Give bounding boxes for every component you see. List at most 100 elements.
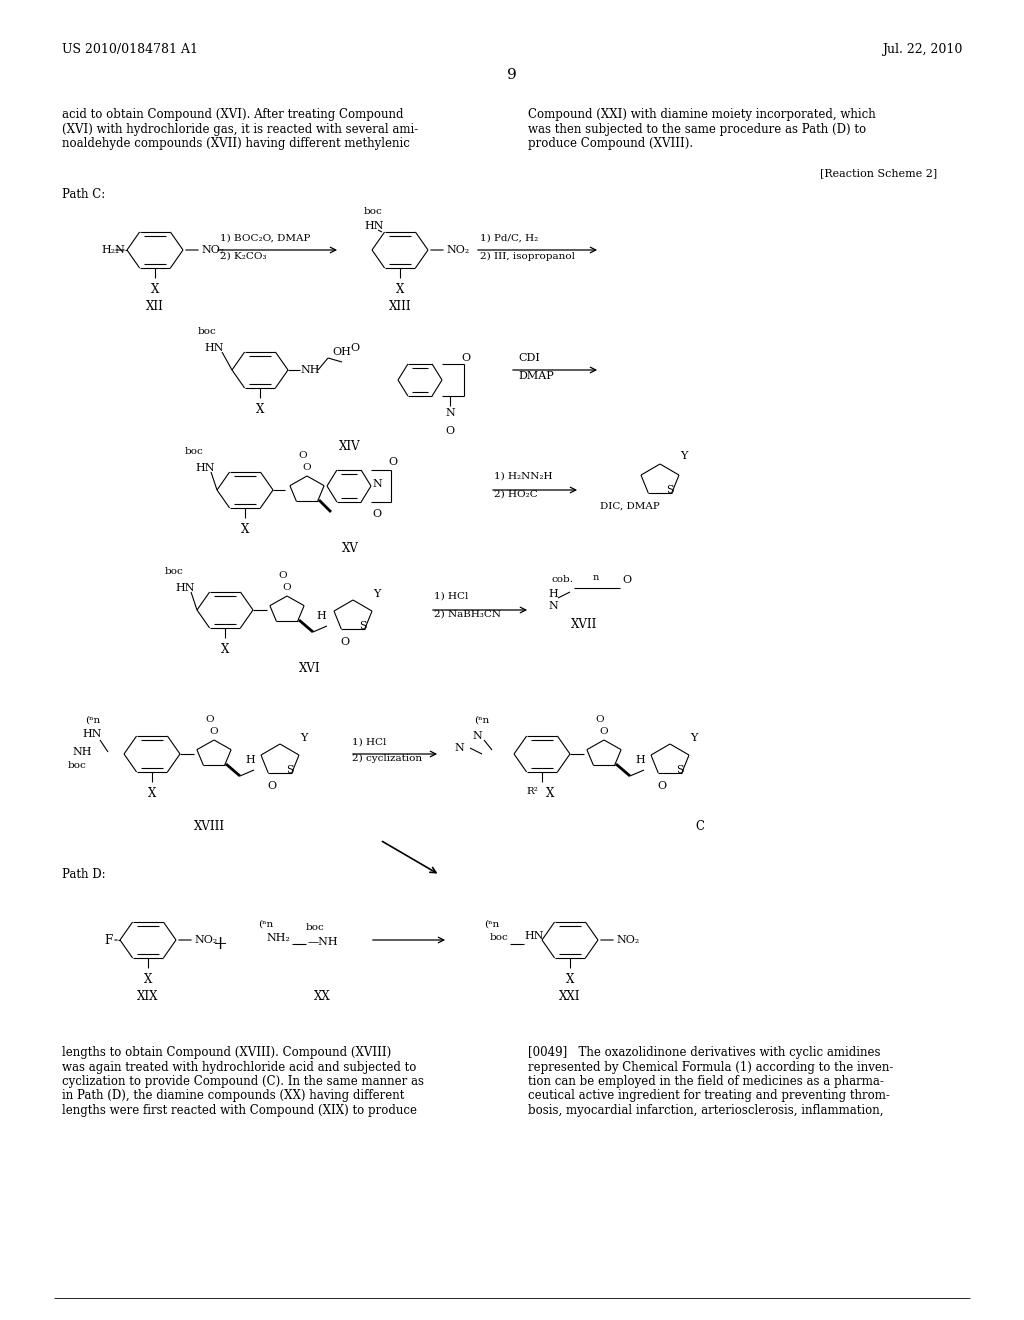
Text: R²: R²	[526, 787, 538, 796]
Text: n: n	[593, 573, 599, 582]
Text: O: O	[657, 781, 667, 791]
Text: OH: OH	[332, 347, 351, 356]
Text: H₂N: H₂N	[101, 246, 125, 255]
Text: 1) HCl: 1) HCl	[434, 591, 468, 601]
Text: XX: XX	[313, 990, 331, 1003]
Text: ceutical active ingredient for treating and preventing throm-: ceutical active ingredient for treating …	[528, 1089, 890, 1102]
Text: S: S	[359, 620, 367, 631]
Text: noaldehyde compounds (XVII) having different methylenic: noaldehyde compounds (XVII) having diffe…	[62, 137, 410, 150]
Text: Y: Y	[374, 589, 381, 599]
Text: 1) BOC₂O, DMAP: 1) BOC₂O, DMAP	[220, 234, 310, 243]
Text: Y: Y	[300, 733, 307, 743]
Text: NO₂: NO₂	[616, 935, 639, 945]
Text: cob.: cob.	[552, 576, 574, 585]
Text: XIV: XIV	[339, 440, 360, 453]
Text: —NH: —NH	[308, 937, 339, 946]
Text: O: O	[600, 727, 608, 737]
Text: H: H	[245, 755, 255, 766]
Text: in Path (D), the diamine compounds (XX) having different: in Path (D), the diamine compounds (XX) …	[62, 1089, 404, 1102]
Text: was then subjected to the same procedure as Path (D) to: was then subjected to the same procedure…	[528, 123, 866, 136]
Text: boc: boc	[306, 924, 325, 932]
Text: C: C	[695, 820, 705, 833]
Text: H: H	[548, 589, 558, 599]
Text: HN: HN	[524, 931, 544, 941]
Text: N: N	[455, 743, 464, 752]
Text: boc: boc	[185, 447, 204, 457]
Text: S: S	[676, 766, 684, 775]
Text: 2) cyclization: 2) cyclization	[352, 754, 422, 763]
Text: Compound (XXI) with diamine moiety incorporated, which: Compound (XXI) with diamine moiety incor…	[528, 108, 876, 121]
Text: NH: NH	[72, 747, 91, 756]
Text: O: O	[210, 727, 218, 737]
Text: XVIII: XVIII	[195, 820, 225, 833]
Text: X: X	[566, 973, 574, 986]
Text: Y: Y	[680, 451, 688, 461]
Text: O: O	[340, 638, 349, 647]
Text: 2) III, isopropanol: 2) III, isopropanol	[480, 251, 575, 260]
Text: XII: XII	[146, 300, 164, 313]
Text: N: N	[372, 479, 382, 488]
Text: 2) HO₂C: 2) HO₂C	[494, 490, 538, 499]
Text: (ⁿn: (ⁿn	[258, 920, 273, 928]
Text: O: O	[445, 426, 455, 436]
Text: S: S	[667, 484, 674, 495]
Text: NO₂: NO₂	[201, 246, 224, 255]
Text: represented by Chemical Formula (1) according to the inven-: represented by Chemical Formula (1) acco…	[528, 1060, 893, 1073]
Text: F: F	[104, 933, 113, 946]
Text: XXI: XXI	[559, 990, 581, 1003]
Text: HN: HN	[82, 729, 101, 739]
Text: HN: HN	[364, 220, 384, 231]
Text: O: O	[622, 576, 631, 585]
Text: O: O	[206, 714, 214, 723]
Text: O: O	[373, 510, 382, 519]
Text: XIX: XIX	[137, 990, 159, 1003]
Text: NH: NH	[300, 366, 319, 375]
Text: HN: HN	[195, 463, 214, 473]
Text: N: N	[548, 601, 558, 611]
Text: (ⁿn: (ⁿn	[484, 920, 500, 928]
Text: boc: boc	[165, 568, 183, 577]
Text: bosis, myocardial infarction, arteriosclerosis, inflammation,: bosis, myocardial infarction, arterioscl…	[528, 1104, 884, 1117]
Text: XIII: XIII	[389, 300, 412, 313]
Text: X: X	[256, 403, 264, 416]
Text: H: H	[316, 611, 326, 620]
Text: Y: Y	[690, 733, 697, 743]
Text: boc: boc	[198, 327, 217, 337]
Text: [Reaction Scheme 2]: [Reaction Scheme 2]	[820, 168, 937, 178]
Text: N: N	[445, 408, 455, 418]
Text: O: O	[303, 463, 311, 473]
Text: NO₂: NO₂	[194, 935, 217, 945]
Text: lengths to obtain Compound (XVIII). Compound (XVIII): lengths to obtain Compound (XVIII). Comp…	[62, 1045, 391, 1059]
Text: [0049]   The oxazolidinone derivatives with cyclic amidines: [0049] The oxazolidinone derivatives wit…	[528, 1045, 881, 1059]
Text: produce Compound (XVIII).: produce Compound (XVIII).	[528, 137, 693, 150]
Text: S: S	[286, 766, 294, 775]
Text: O: O	[299, 451, 307, 461]
Text: 9: 9	[507, 69, 517, 82]
Text: O: O	[279, 570, 288, 579]
Text: O: O	[596, 714, 604, 723]
Text: cyclization to provide Compound (C). In the same manner as: cyclization to provide Compound (C). In …	[62, 1074, 424, 1088]
Text: X: X	[546, 787, 554, 800]
Text: X: X	[241, 523, 249, 536]
Text: (ⁿn: (ⁿn	[85, 715, 100, 725]
Text: X: X	[396, 282, 404, 296]
Text: O: O	[462, 352, 471, 363]
Text: 1) Pd/C, H₂: 1) Pd/C, H₂	[480, 234, 539, 243]
Text: (ⁿn: (ⁿn	[474, 715, 489, 725]
Text: tion can be employed in the field of medicines as a pharma-: tion can be employed in the field of med…	[528, 1074, 884, 1088]
Text: 1) HCl: 1) HCl	[352, 738, 386, 747]
Text: NO₂: NO₂	[446, 246, 469, 255]
Text: Path C:: Path C:	[62, 187, 105, 201]
Text: acid to obtain Compound (XVI). After treating Compound: acid to obtain Compound (XVI). After tre…	[62, 108, 403, 121]
Text: boc: boc	[68, 762, 87, 771]
Text: X: X	[147, 787, 157, 800]
Text: HN: HN	[175, 583, 195, 593]
Text: Jul. 22, 2010: Jul. 22, 2010	[882, 44, 962, 57]
Text: US 2010/0184781 A1: US 2010/0184781 A1	[62, 44, 198, 57]
Text: 1) H₂NN₂H: 1) H₂NN₂H	[494, 471, 553, 480]
Text: was again treated with hydrochloride acid and subjected to: was again treated with hydrochloride aci…	[62, 1060, 417, 1073]
Text: 2) K₂CO₃: 2) K₂CO₃	[220, 252, 266, 260]
Text: N: N	[472, 731, 481, 741]
Text: X: X	[143, 973, 153, 986]
Text: O: O	[350, 343, 359, 352]
